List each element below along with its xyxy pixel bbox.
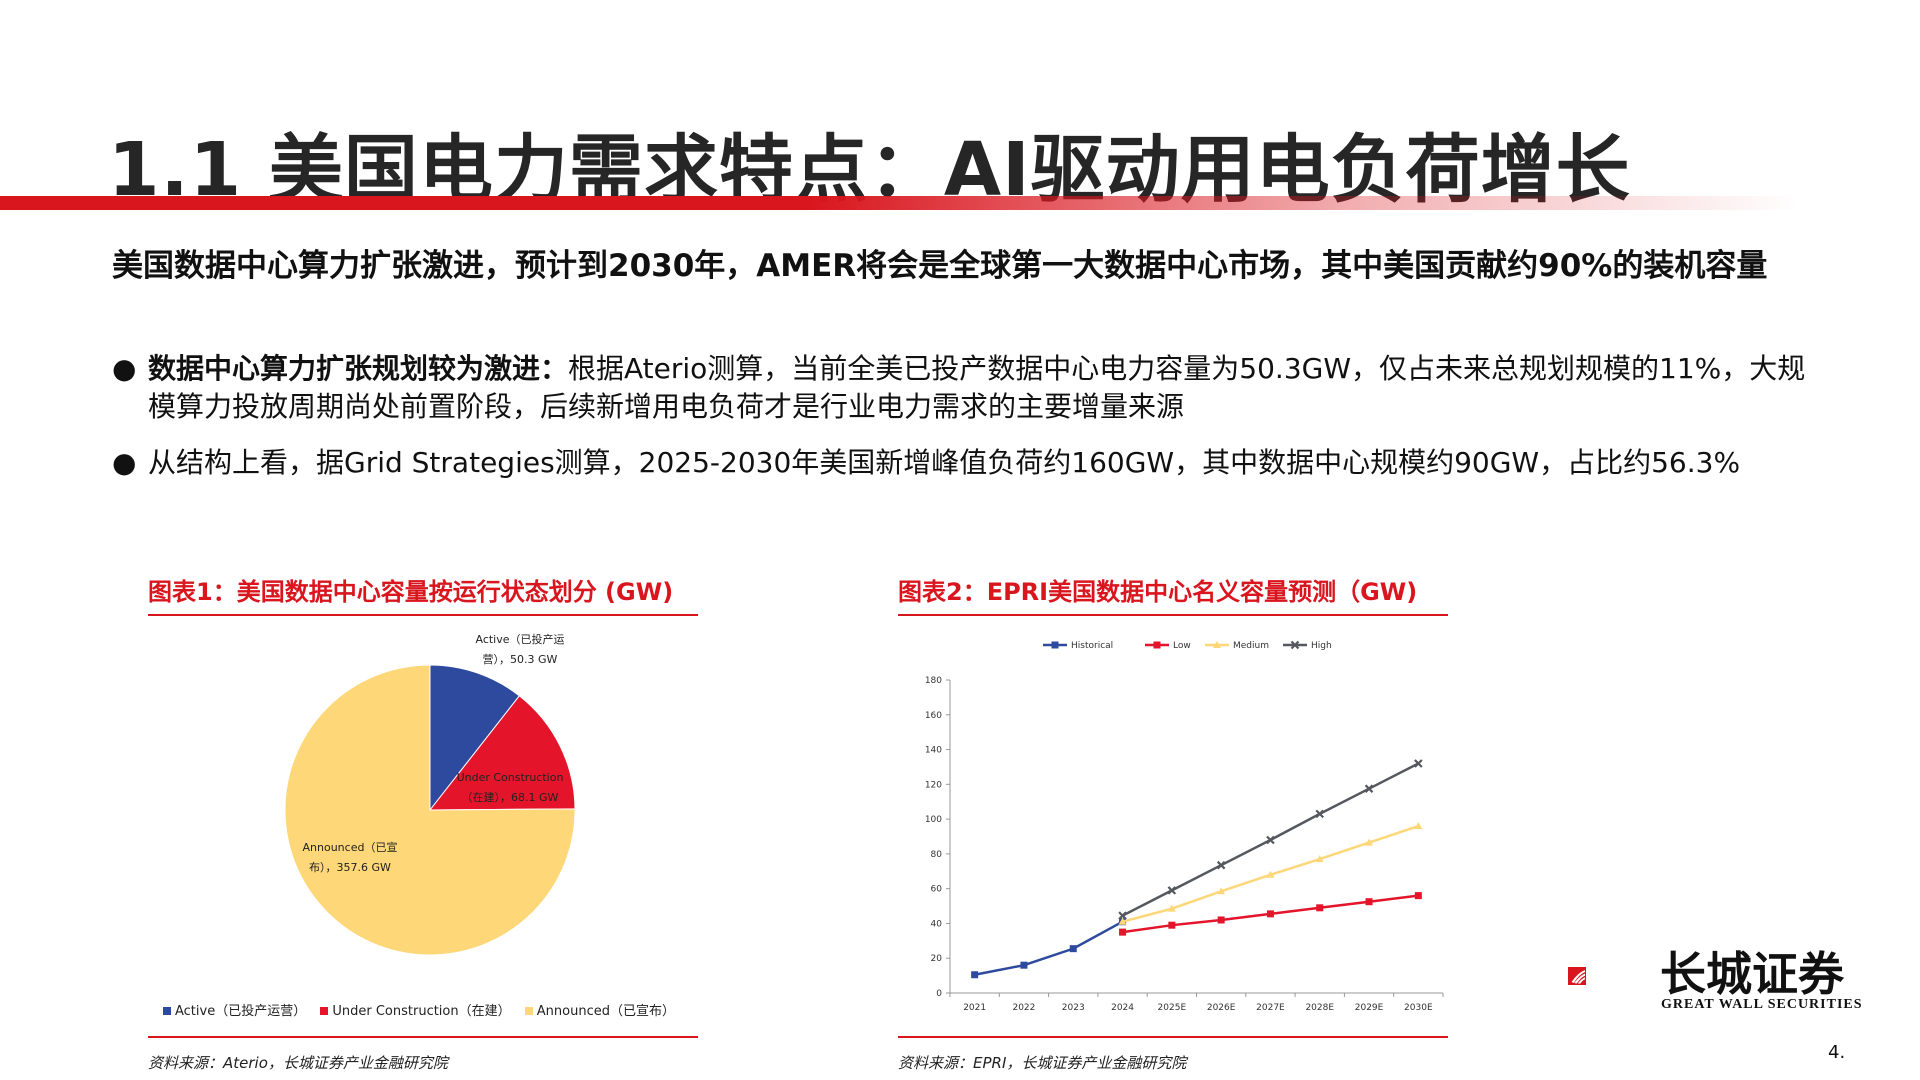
x-tick-label: 2026E bbox=[1207, 1003, 1236, 1013]
line-chart: 0 20 40 60 80 100 120 140 160 180 2021 2022 2023 2024… bbox=[925, 640, 1444, 1013]
x-tick-label: 2027E bbox=[1256, 1003, 1285, 1013]
y-tick-label: 140 bbox=[925, 746, 942, 756]
bullet-dot: ● bbox=[112, 446, 137, 479]
chart1-source: 资料来源：Aterio，长城证券产业金融研究院 bbox=[148, 1054, 448, 1072]
data-point bbox=[1414, 759, 1423, 768]
company-logo bbox=[1568, 967, 1586, 985]
logo-name-cn: 长城证券 bbox=[1660, 947, 1844, 1001]
data-point bbox=[1316, 904, 1324, 912]
bullet-bold: 数据中心算力扩张规划较为激进： bbox=[148, 352, 569, 385]
y-tick-label: 100 bbox=[925, 815, 942, 825]
bullet-text: 从结构上看，据Grid Strategies测算，2025-2030年美国新增峰… bbox=[148, 446, 1741, 479]
x-tick-label: 2022 bbox=[1012, 1003, 1035, 1013]
legend-label-historical: Historical bbox=[1071, 641, 1113, 651]
pie-slice-1 bbox=[428, 695, 576, 811]
data-point bbox=[1168, 921, 1176, 929]
data-point bbox=[1364, 784, 1374, 793]
bullet-item: ● 从结构上看，据Grid Strategies测算，2025-2030年美国新… bbox=[112, 444, 1832, 482]
pie-slice-2 bbox=[284, 664, 576, 956]
legend-label-high: High bbox=[1311, 641, 1332, 651]
legend-swatch-active bbox=[163, 1007, 171, 1015]
bullet-item: ● 数据中心算力扩张规划较为激进：根据Aterio测算，当前全美已投产数据中心电… bbox=[112, 350, 1832, 426]
data-point bbox=[1213, 641, 1221, 648]
data-point bbox=[1167, 886, 1177, 895]
logo-stripe-3 bbox=[1577, 977, 1585, 984]
x-tick-label: 2025E bbox=[1158, 1003, 1187, 1013]
pie-slice-0 bbox=[429, 664, 521, 812]
bullet-list: ● 数据中心算力扩张规划较为激进：根据Aterio测算，当前全美已投产数据中心电… bbox=[112, 350, 1832, 500]
pie-label-under-construction: Under Construction （在建），68.1 GW bbox=[456, 771, 564, 804]
pie-label-active: Active（已投产运 营），50.3 GW bbox=[475, 633, 565, 666]
data-point bbox=[1153, 641, 1161, 649]
title-underline bbox=[0, 196, 1800, 210]
data-point bbox=[1315, 809, 1325, 819]
series-line-historical bbox=[974, 920, 1124, 976]
data-point bbox=[1266, 835, 1275, 845]
x-tick-label: 2021 bbox=[963, 1003, 986, 1013]
pie-chart bbox=[284, 664, 576, 956]
data-point bbox=[1167, 904, 1176, 912]
data-point bbox=[1119, 928, 1127, 936]
data-point bbox=[1216, 860, 1226, 870]
pie-legend: Active（已投产运营） Under Construction（在建） Ann… bbox=[163, 1000, 675, 1019]
chart2-rule-bottom bbox=[898, 1036, 1448, 1038]
data-point bbox=[1118, 911, 1127, 920]
data-point bbox=[1266, 910, 1274, 918]
bullet-text: 根据Aterio测算，当前全美已投产数据中心电力容量为50.3GW，仅占未来总规… bbox=[148, 352, 1806, 423]
legend-swatch-announced bbox=[524, 1007, 533, 1015]
data-point bbox=[1290, 640, 1300, 650]
data-point bbox=[1118, 917, 1127, 925]
chart1-rule-bottom bbox=[148, 1036, 698, 1038]
legend-label-medium: Medium bbox=[1233, 641, 1269, 651]
x-tick-label: 2029E bbox=[1355, 1003, 1384, 1013]
y-tick-label: 160 bbox=[925, 711, 942, 721]
legend-label-low: Low bbox=[1173, 641, 1191, 651]
x-tick-label: 2030E bbox=[1404, 1003, 1433, 1013]
x-tick-label: 2023 bbox=[1062, 1003, 1085, 1013]
logo-name-en: GREAT WALL SECURITIES bbox=[1661, 997, 1863, 1012]
logo-stripe-2 bbox=[1574, 973, 1585, 984]
data-point bbox=[1266, 870, 1275, 878]
x-tick-label: 2028E bbox=[1305, 1003, 1334, 1013]
chart2-source: 资料来源：EPRI，长城证券产业金融研究院 bbox=[898, 1054, 1187, 1072]
page-number: 4. bbox=[1828, 1042, 1846, 1063]
data-point bbox=[1217, 887, 1226, 895]
x-tick-label: 2024 bbox=[1111, 1003, 1134, 1013]
data-point bbox=[1069, 945, 1077, 953]
y-tick-label: 80 bbox=[931, 850, 943, 860]
logo-stripe-1 bbox=[1571, 970, 1585, 983]
chart2-rule-top bbox=[898, 614, 1448, 616]
data-point bbox=[1365, 838, 1374, 846]
y-tick-label: 60 bbox=[931, 885, 943, 895]
y-tick-label: 40 bbox=[931, 919, 943, 929]
chart2-title: 图表2：EPRI美国数据中心名义容量预测（GW) bbox=[898, 578, 1418, 606]
data-point bbox=[1414, 822, 1423, 830]
data-point bbox=[1414, 892, 1422, 900]
y-tick-label: 120 bbox=[925, 780, 942, 790]
y-tick-label: 20 bbox=[931, 954, 943, 964]
data-point bbox=[1051, 641, 1059, 649]
legend-swatch-under-construction bbox=[320, 1007, 329, 1015]
data-point bbox=[1365, 898, 1373, 906]
y-tick-label: 180 bbox=[925, 676, 942, 686]
data-point bbox=[1217, 916, 1225, 924]
data-point bbox=[1020, 961, 1028, 969]
bullet-dot: ● bbox=[112, 352, 137, 385]
y-tick-label: 0 bbox=[936, 989, 942, 999]
chart1-title: 图表1：美国数据中心容量按运行状态划分 (GW) bbox=[148, 578, 674, 606]
data-point bbox=[971, 971, 979, 979]
chart1-rule-top bbox=[148, 614, 698, 616]
data-point bbox=[1315, 855, 1324, 863]
headline: 美国数据中心算力扩张激进，预计到2030年，AMER将会是全球第一大数据中心市场… bbox=[112, 248, 1768, 284]
pie-label-announced: Announced（已宣 布），357.6 GW bbox=[302, 841, 398, 874]
